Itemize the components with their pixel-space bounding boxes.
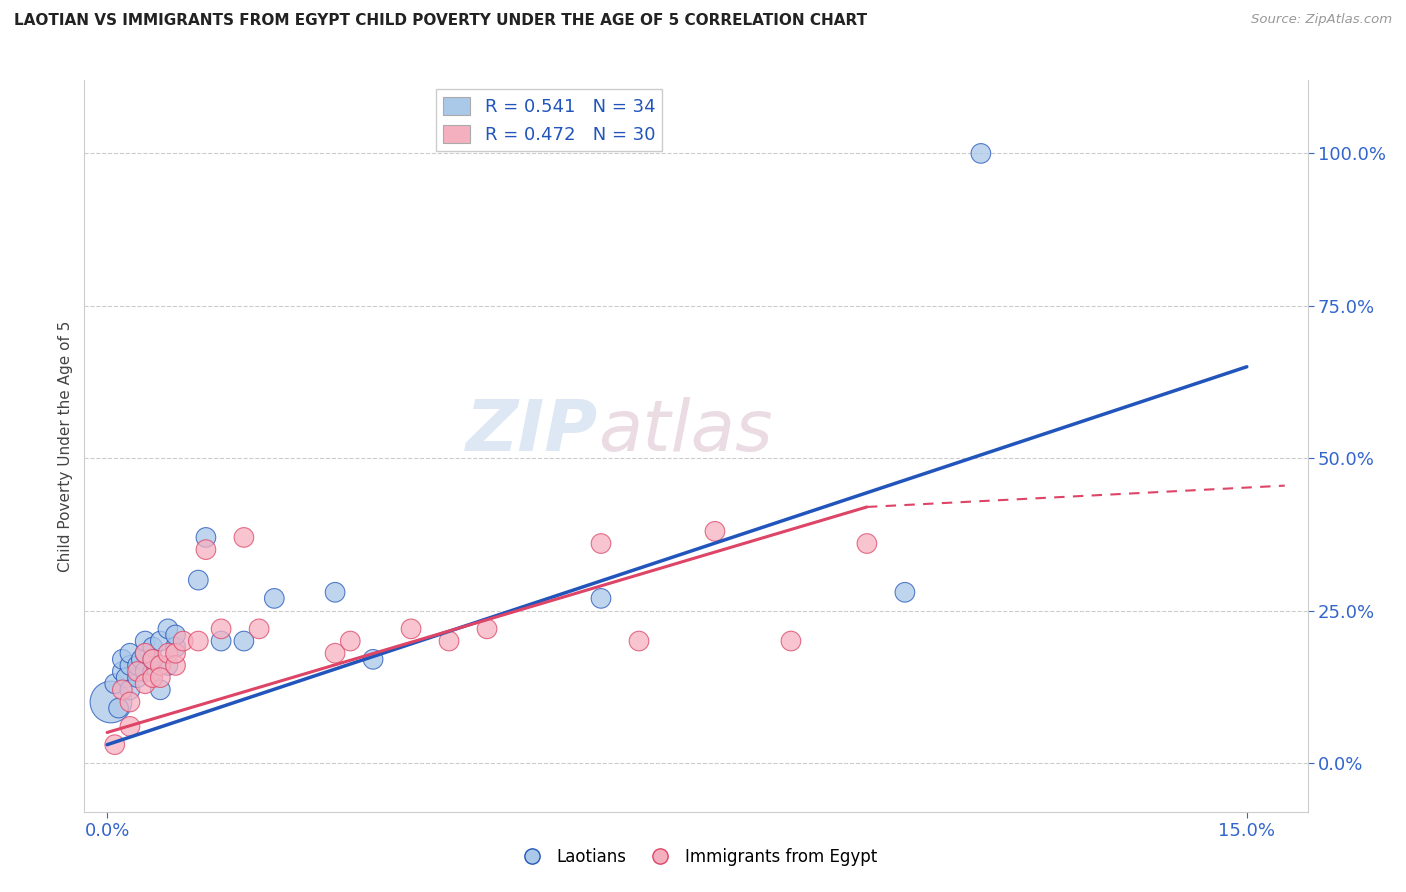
Legend: Laotians, Immigrants from Egypt: Laotians, Immigrants from Egypt — [508, 841, 884, 873]
Text: LAOTIAN VS IMMIGRANTS FROM EGYPT CHILD POVERTY UNDER THE AGE OF 5 CORRELATION CH: LAOTIAN VS IMMIGRANTS FROM EGYPT CHILD P… — [14, 13, 868, 29]
Point — [165, 640, 187, 655]
Text: atlas: atlas — [598, 397, 773, 466]
Point — [627, 634, 650, 648]
Point — [165, 628, 187, 642]
Point — [194, 542, 217, 557]
Point — [118, 658, 141, 673]
Point — [127, 671, 149, 685]
Point — [131, 652, 153, 666]
Point — [209, 634, 232, 648]
Point — [107, 701, 129, 715]
Point — [323, 646, 346, 660]
Point — [111, 665, 134, 679]
Text: Source: ZipAtlas.com: Source: ZipAtlas.com — [1251, 13, 1392, 27]
Point — [127, 658, 149, 673]
Point — [187, 573, 209, 587]
Point — [232, 530, 254, 544]
Text: ZIP: ZIP — [465, 397, 598, 466]
Point — [165, 658, 187, 673]
Point — [156, 658, 179, 673]
Point — [970, 146, 993, 161]
Point — [156, 646, 179, 660]
Point — [134, 665, 156, 679]
Y-axis label: Child Poverty Under the Age of 5: Child Poverty Under the Age of 5 — [58, 320, 73, 572]
Point — [134, 646, 156, 660]
Point — [142, 671, 165, 685]
Point — [156, 622, 179, 636]
Point — [263, 591, 285, 606]
Point — [118, 695, 141, 709]
Point — [187, 634, 209, 648]
Point — [361, 652, 384, 666]
Point — [142, 652, 165, 666]
Point — [100, 695, 122, 709]
Point — [134, 646, 156, 660]
Point — [118, 646, 141, 660]
Point — [149, 658, 172, 673]
Point — [115, 671, 138, 685]
Point — [589, 591, 612, 606]
Point — [437, 634, 460, 648]
Point — [149, 671, 172, 685]
Point — [475, 622, 498, 636]
Point — [704, 524, 727, 539]
Point — [149, 682, 172, 697]
Point — [134, 676, 156, 690]
Point — [142, 665, 165, 679]
Point — [209, 622, 232, 636]
Point — [194, 530, 217, 544]
Point — [149, 634, 172, 648]
Point — [118, 682, 141, 697]
Point — [232, 634, 254, 648]
Point — [780, 634, 803, 648]
Point — [111, 682, 134, 697]
Point — [856, 536, 879, 550]
Point — [172, 634, 194, 648]
Point — [165, 646, 187, 660]
Point — [104, 738, 127, 752]
Point — [589, 536, 612, 550]
Point — [104, 676, 127, 690]
Point — [142, 640, 165, 655]
Point — [399, 622, 422, 636]
Point — [894, 585, 917, 599]
Point — [111, 652, 134, 666]
Point — [118, 719, 141, 733]
Point — [134, 634, 156, 648]
Point — [142, 652, 165, 666]
Point — [339, 634, 361, 648]
Point — [323, 585, 346, 599]
Point — [127, 665, 149, 679]
Point — [247, 622, 270, 636]
